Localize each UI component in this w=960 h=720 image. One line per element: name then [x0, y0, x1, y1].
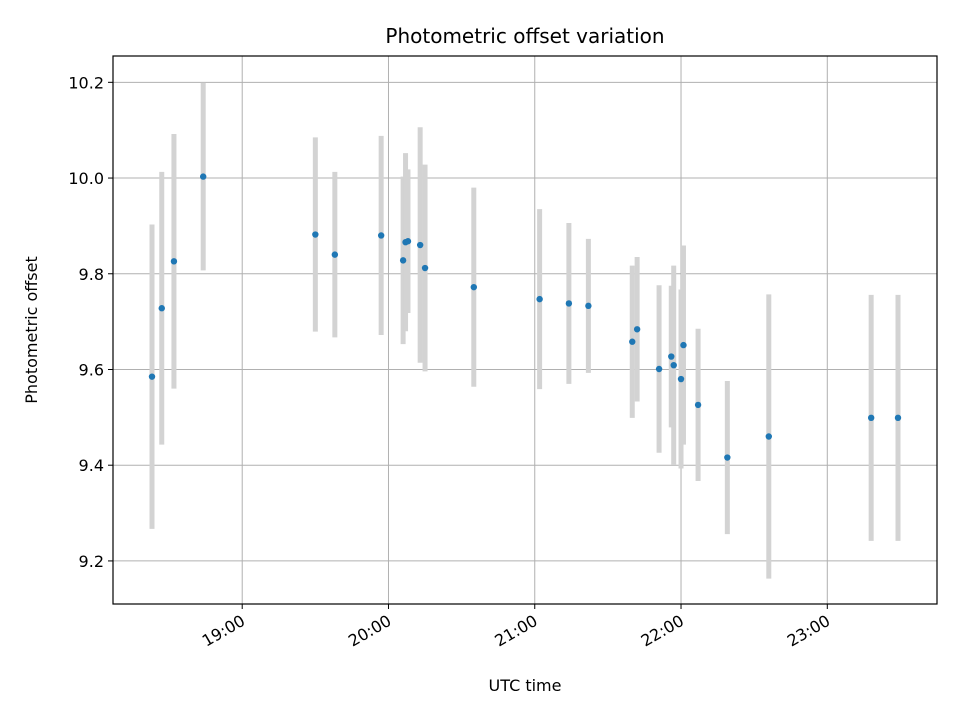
- data-point: [148, 373, 156, 380]
- chart-title: Photometric offset variation: [385, 24, 664, 48]
- data-point: [765, 433, 772, 440]
- plot-frame: [112, 55, 938, 605]
- data-point: [867, 414, 875, 422]
- data-point: [404, 238, 412, 245]
- data-points: [148, 173, 902, 461]
- y-tick-label: 9.4: [79, 456, 104, 475]
- data-point: [585, 302, 592, 310]
- y-tick-label: 9.2: [79, 552, 104, 571]
- data-point: [629, 338, 636, 345]
- x-axis-label: UTC time: [489, 676, 562, 695]
- data-point: [200, 173, 207, 180]
- data-point: [694, 401, 702, 409]
- data-point: [421, 264, 429, 272]
- data-point: [655, 365, 663, 373]
- data-point: [170, 258, 178, 265]
- data-point: [668, 353, 675, 360]
- data-point: [331, 251, 339, 258]
- y-tick-label: 9.8: [79, 265, 104, 284]
- data-point: [399, 257, 407, 264]
- data-point: [565, 300, 573, 307]
- data-point: [680, 341, 687, 349]
- y-axis-label: Photometric offset: [22, 256, 41, 404]
- data-point: [894, 414, 902, 422]
- y-tick-label: 9.6: [79, 360, 104, 379]
- y-tick-label: 10.0: [68, 169, 104, 188]
- data-point: [158, 305, 165, 312]
- data-point: [677, 375, 685, 383]
- data-point: [536, 295, 543, 303]
- data-point: [470, 283, 478, 291]
- grid: [113, 56, 937, 604]
- data-point: [670, 361, 677, 369]
- data-point: [312, 231, 319, 238]
- y-axis-ticks: 9.2 9.4 9.6 9.8 10.0 10.2: [68, 73, 113, 571]
- data-point: [633, 326, 641, 333]
- y-tick-label: 10.2: [68, 73, 104, 92]
- data-point: [377, 232, 385, 239]
- data-point: [724, 454, 731, 461]
- data-point: [416, 241, 424, 249]
